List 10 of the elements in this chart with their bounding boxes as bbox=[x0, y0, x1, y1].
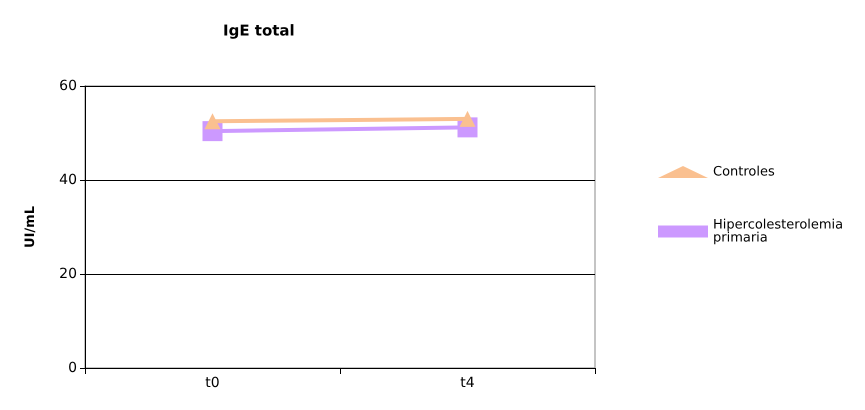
y-tick-label: 0 bbox=[68, 360, 77, 376]
y-tick-label: 40 bbox=[59, 172, 77, 188]
y-tick-label: 20 bbox=[59, 266, 77, 282]
legend-label: Controles bbox=[713, 164, 775, 180]
chart-title: IgE total bbox=[223, 22, 295, 40]
y-tick-label: 60 bbox=[59, 78, 77, 94]
x-tick-label: t4 bbox=[460, 375, 475, 391]
legend-label: Hipercolesterolemia primaria bbox=[713, 218, 848, 246]
x-tick-label: t0 bbox=[205, 375, 220, 391]
y-axis-title: UI/mL bbox=[23, 206, 38, 248]
